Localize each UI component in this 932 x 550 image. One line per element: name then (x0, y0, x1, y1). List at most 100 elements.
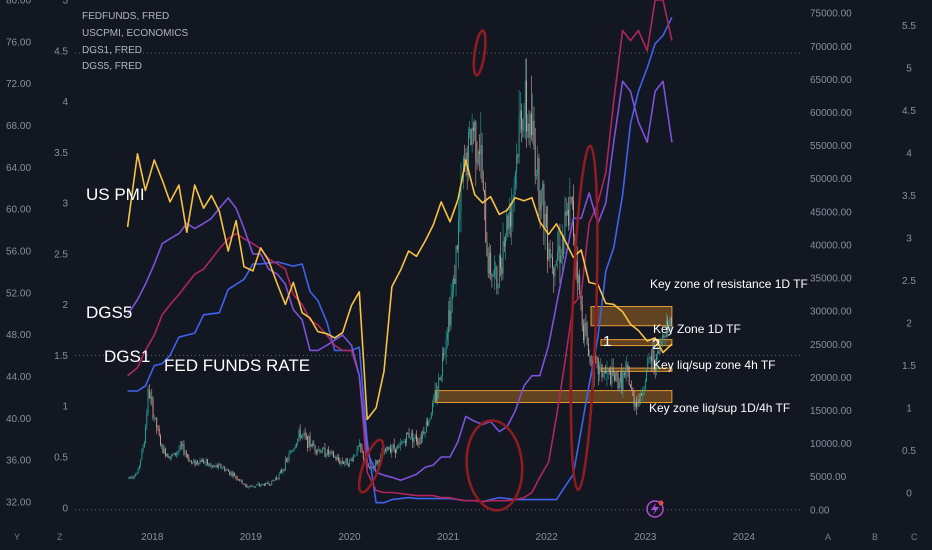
candle-body (278, 473, 280, 479)
candle-body (441, 353, 443, 377)
candle-body (419, 437, 421, 444)
candle-body (288, 453, 290, 461)
rate-tick-label-right: 2.5 (902, 276, 916, 287)
candle-body (487, 256, 489, 274)
candle-body (166, 453, 168, 456)
candle-body (653, 349, 655, 364)
candle-body (262, 484, 264, 485)
candle-body (479, 151, 480, 154)
candle-body (338, 457, 339, 461)
candle-body (156, 417, 158, 429)
candle-body (626, 364, 628, 370)
candle-body (449, 310, 451, 326)
candle-body (206, 459, 208, 465)
legend-item-dgs1[interactable]: DGS1, FRED (82, 45, 142, 56)
key-zones (434, 306, 673, 404)
rate-tick-label-left: 1.5 (54, 351, 68, 362)
pmi-tick-label: 64.00 (6, 163, 31, 174)
candle-body (181, 444, 182, 446)
candle-body (214, 465, 216, 467)
candle-body (413, 437, 415, 443)
candle-body (271, 480, 273, 486)
time-tick-label: 2021 (437, 532, 460, 543)
pmi-tick-label: 52.00 (6, 288, 31, 299)
candle-body (277, 478, 279, 480)
candle-body (234, 473, 236, 477)
candle-body (557, 251, 558, 261)
legend-item-dgs5[interactable]: DGS5, FRED (82, 61, 142, 72)
rate-tick-label-left: 3 (62, 199, 68, 210)
candle-body (137, 468, 139, 474)
candle-body (153, 418, 155, 419)
candle-body (632, 388, 634, 396)
candle-body (568, 209, 570, 226)
candle-body (448, 310, 450, 333)
candle-body (146, 413, 148, 427)
candle-body (210, 465, 212, 467)
candle-body (552, 257, 553, 268)
candle-body (435, 391, 437, 399)
candle-body (298, 430, 300, 439)
rate-tick-label-left: 0.5 (54, 452, 68, 463)
candle-body (500, 255, 501, 268)
candle-body (136, 473, 138, 475)
candle-body (414, 434, 416, 438)
candle-body (310, 446, 312, 447)
corner-button-a[interactable]: A (825, 532, 831, 542)
candle-body (352, 455, 354, 461)
candle-body (145, 426, 147, 443)
candle-body (411, 433, 412, 438)
candle-body (291, 451, 292, 453)
candle-body (200, 460, 202, 462)
candle-body (665, 320, 667, 337)
candle-body (299, 430, 301, 438)
candle-body (179, 444, 181, 450)
candle-body (224, 467, 226, 471)
candle-body (553, 267, 555, 277)
candle-body (131, 476, 133, 479)
annotations: US PMI DGS5 DGS1 FED FUNDS RATE Key zone… (86, 185, 808, 415)
rate-tick-label-left: 3.5 (54, 148, 68, 159)
candle-body (205, 459, 207, 463)
candle-body (391, 449, 393, 453)
candle-body (486, 242, 488, 257)
candle-body (474, 121, 476, 132)
candle-body (362, 451, 364, 459)
candle-body (231, 472, 233, 476)
series-line-uscpmi (126, 153, 673, 421)
candle-body (147, 389, 149, 414)
candle-body (383, 449, 385, 455)
candle-body (607, 370, 609, 372)
candle-body (522, 129, 524, 131)
rate-tick-label-right: 4 (906, 149, 912, 160)
candle-body (491, 274, 493, 277)
legend-item-fedfunds[interactable]: FEDFUNDS, FRED (82, 11, 169, 22)
legend-item-uscpmi[interactable]: USCPMI, ECONOMICS (82, 28, 188, 39)
candle-body (251, 485, 253, 487)
candle-body (282, 469, 284, 473)
candle-body (223, 467, 224, 469)
pmi-tick-label: 36.00 (6, 456, 31, 467)
candle-body (132, 477, 134, 479)
candle-body (273, 479, 275, 481)
candle-body (658, 351, 660, 353)
candle-body (634, 402, 636, 407)
candle-body (498, 255, 500, 288)
candle-body (489, 252, 490, 274)
annotation-zone-4h: Key liq/sup zone 4h TF (653, 358, 776, 372)
candle-body (649, 356, 651, 358)
lightning-icon[interactable] (646, 500, 664, 518)
candle-body (401, 443, 403, 444)
candle-body (429, 418, 431, 420)
candle-body (386, 446, 388, 452)
candle-body (490, 252, 492, 275)
corner-button-y[interactable]: Y (14, 532, 20, 542)
corner-button-c[interactable]: C (911, 532, 918, 542)
candle-body (451, 290, 453, 300)
candle-body (469, 129, 471, 132)
candle-body (308, 435, 310, 448)
corner-button-b[interactable]: B (872, 532, 878, 542)
candle-body (618, 382, 620, 389)
corner-button-z[interactable]: Z (57, 532, 63, 542)
